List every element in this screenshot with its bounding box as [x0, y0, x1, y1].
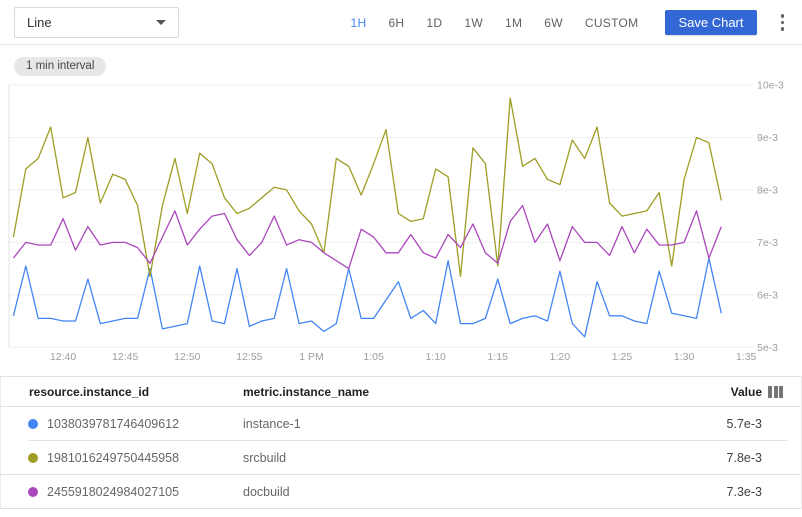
table-row[interactable]: 2455918024984027105 docbuild 7.3e-3	[1, 475, 801, 508]
timeseries-line-chart[interactable]: 10e-3 9e-3 8e-3 7e-3 6e-3 5e-3 12:40 12:45 12:50…	[0, 45, 802, 376]
series-color-dot	[28, 486, 38, 497]
x-axis-tick-label: 12:50	[174, 351, 200, 363]
column-header-value: Value	[730, 384, 762, 399]
instance-id-cell: 2455918024984027105	[47, 484, 180, 499]
toolbar-right-group: 1H 6H 1D 1W 1M 6W CUSTOM Save Chart	[351, 0, 789, 45]
kebab-dot	[780, 27, 784, 31]
row-divider	[1, 474, 801, 475]
instance-id-cell: 1038039781746409612	[47, 416, 180, 431]
y-axis-tick-label: 7e-3	[757, 237, 778, 249]
series-color-dot	[28, 452, 38, 463]
chart-canvas[interactable]: 10e-3 9e-3 8e-3 7e-3 6e-3 5e-3 12:40 12:45 12:50…	[0, 45, 802, 376]
x-axis-tick-label: 1:15	[488, 351, 509, 363]
x-axis-tick-label: 1:10	[425, 351, 446, 363]
time-range-1w[interactable]: 1W	[464, 15, 483, 30]
x-axis-tick-label: 1:30	[674, 351, 695, 363]
legend-table: resource.instance_id metric.instance_nam…	[0, 376, 802, 509]
more-options-button[interactable]	[777, 10, 789, 34]
value-cell: 7.8e-3	[726, 450, 762, 465]
chart-panel: 10e-3 9e-3 8e-3 7e-3 6e-3 5e-3 12:40 12:45 12:50…	[0, 45, 802, 376]
chart-type-select[interactable]: Line	[14, 7, 179, 38]
instance-name-cell: srcbuild	[243, 450, 287, 465]
x-axis-tick-label: 1:20	[550, 351, 571, 363]
time-range-6h[interactable]: 6H	[388, 15, 405, 30]
series-line-instance-1[interactable]	[12, 257, 722, 338]
save-chart-button[interactable]: Save Chart	[665, 10, 757, 35]
y-axis-tick-label: 8e-3	[757, 184, 778, 196]
chart-type-selected-value: Line	[27, 15, 52, 30]
x-axis-tick-label: 1:25	[612, 351, 633, 363]
column-header-instance-id: resource.instance_id	[29, 384, 150, 399]
kebab-dot	[780, 20, 784, 25]
x-axis-tick-label: 1:35	[736, 351, 757, 363]
instance-name-cell: instance-1	[243, 416, 301, 431]
y-axis-tick-label: 5e-3	[757, 342, 778, 354]
interval-chip: 1 min interval	[14, 57, 107, 76]
x-axis-tick-label: 12:55	[236, 351, 262, 363]
instance-id-cell: 1981016249750445958	[47, 450, 180, 465]
x-axis-tick-label: 12:40	[50, 351, 76, 363]
x-axis-tick-label: 12:45	[112, 351, 138, 363]
y-axis-tick-label: 9e-3	[757, 132, 778, 144]
series-line-srcbuild[interactable]	[12, 97, 722, 278]
row-divider	[1, 508, 801, 509]
column-header-instance-name: metric.instance_name	[243, 384, 370, 399]
chart-toolbar: Line 1H 6H 1D 1W 1M 6W CUSTOM Save Chart	[0, 0, 802, 45]
row-divider	[29, 440, 787, 441]
x-axis-tick-label: 1:05	[363, 351, 384, 363]
time-range-6w[interactable]: 6W	[544, 15, 563, 30]
column-picker-icon[interactable]	[762, 385, 801, 398]
time-range-1h[interactable]: 1H	[350, 15, 367, 30]
time-range-1m[interactable]: 1M	[504, 15, 523, 30]
value-cell: 5.7e-3	[726, 416, 762, 431]
kebab-dot	[780, 14, 784, 18]
table-row[interactable]: 1038039781746409612 instance-1 5.7e-3	[1, 407, 801, 440]
legend-table-header: resource.instance_id metric.instance_nam…	[1, 377, 801, 407]
time-range-custom[interactable]: CUSTOM	[584, 15, 639, 30]
table-row[interactable]: 1981016249750445958 srcbuild 7.8e-3	[1, 441, 801, 474]
time-range-1d[interactable]: 1D	[426, 15, 443, 30]
y-axis-tick-label: 6e-3	[757, 289, 778, 301]
value-cell: 7.3e-3	[726, 484, 762, 499]
chevron-down-icon	[156, 20, 166, 25]
instance-name-cell: docbuild	[243, 484, 290, 499]
x-axis-tick-label: 1 PM	[299, 351, 324, 363]
series-color-dot	[28, 418, 38, 429]
series-line-docbuild[interactable]	[12, 204, 722, 270]
y-axis-tick-label: 10e-3	[757, 80, 784, 92]
